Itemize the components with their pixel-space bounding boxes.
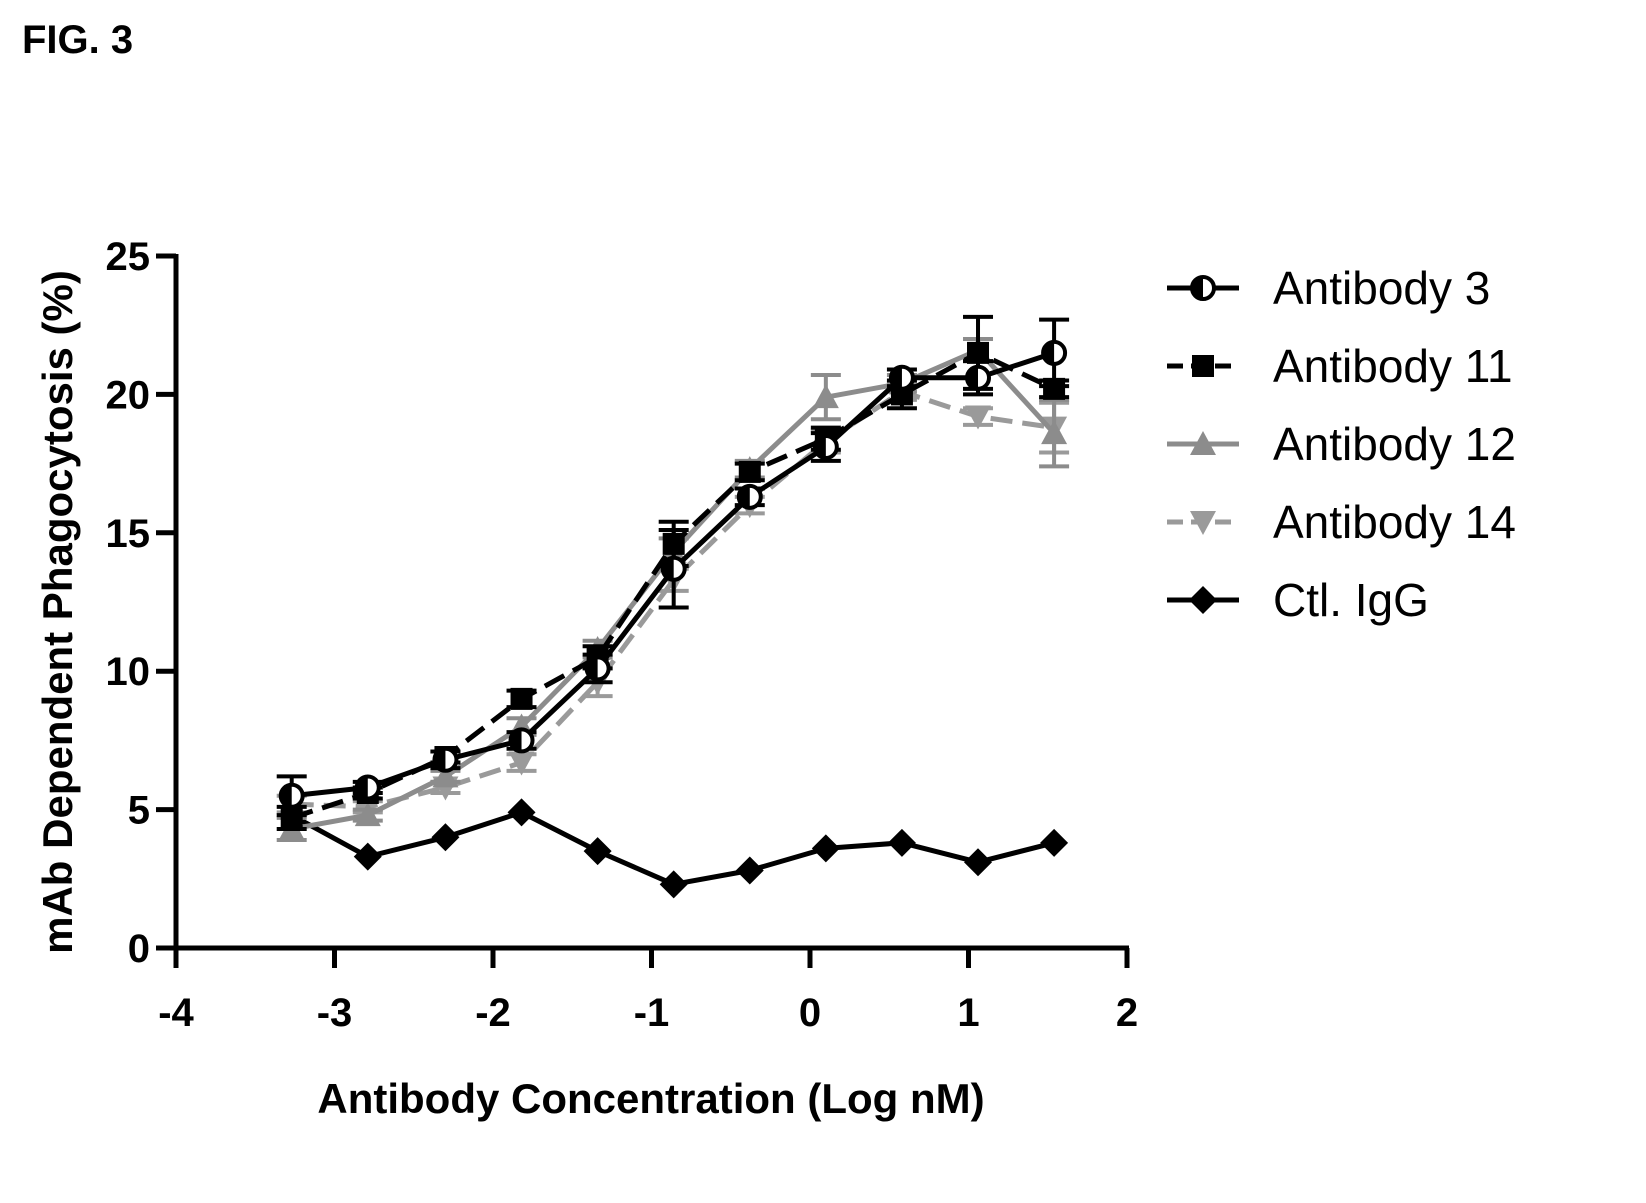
- data-point: [811, 834, 840, 863]
- data-point: [354, 802, 381, 827]
- series-antibody-3: [276, 317, 1070, 818]
- marker-half-fill: [738, 485, 750, 508]
- legend-label: Antibody 3: [1273, 262, 1490, 314]
- data-point: [964, 848, 993, 877]
- marker-half-fill: [1192, 277, 1203, 299]
- x-tick-label: -3: [317, 991, 353, 1035]
- legend-label: Antibody 12: [1273, 418, 1516, 470]
- plot-area: [276, 314, 1070, 899]
- legend-marker: [1190, 431, 1216, 455]
- data-point: [738, 460, 761, 483]
- marker-half-fill: [1043, 341, 1055, 364]
- legend-item: Ctl. IgG: [1167, 574, 1429, 626]
- data-point: [888, 364, 915, 391]
- data-point: [508, 727, 535, 754]
- x-tick-label: 2: [1116, 991, 1138, 1035]
- data-point: [735, 856, 764, 885]
- data-point: [887, 828, 916, 857]
- legend-item: Antibody 14: [1167, 496, 1516, 548]
- marker-half-fill: [280, 784, 292, 807]
- legend-marker: [1190, 275, 1216, 301]
- y-tick-label: 20: [106, 373, 151, 417]
- data-point: [507, 798, 536, 827]
- marker-half-fill: [586, 657, 598, 680]
- legend-item: Antibody 12: [1167, 418, 1516, 470]
- x-tick-label: -1: [634, 991, 670, 1035]
- x-tick-label: 0: [799, 991, 821, 1035]
- data-point: [1041, 420, 1068, 445]
- x-tick-label: -4: [158, 991, 194, 1035]
- legend-label: Antibody 11: [1273, 340, 1513, 392]
- series-ctl-igg: [277, 798, 1069, 899]
- data-point: [584, 655, 611, 682]
- x-tick-label: 1: [957, 991, 979, 1035]
- data-point: [1043, 377, 1066, 400]
- marker-half-fill: [434, 748, 446, 771]
- data-point: [660, 555, 687, 582]
- legend-label: Ctl. IgG: [1273, 574, 1429, 626]
- chart-axes: 0 5 10 15 20 25 -4 -3 -2 -1 0 1 2: [106, 235, 1139, 1035]
- data-point: [354, 774, 381, 801]
- series-line: [291, 389, 1055, 810]
- figure-label: FIG. 3: [22, 18, 134, 62]
- marker-half-fill: [890, 366, 902, 389]
- legend-marker: [1192, 355, 1214, 377]
- marker-half-fill: [662, 557, 674, 580]
- data-point: [1041, 339, 1068, 366]
- marker-half-fill: [814, 435, 826, 458]
- data-point: [812, 384, 839, 409]
- data-point: [278, 782, 305, 809]
- y-tick-label: 0: [128, 927, 150, 971]
- legend-item: Antibody 11: [1167, 340, 1513, 392]
- data-point: [583, 837, 612, 866]
- data-point: [353, 842, 382, 871]
- legend-item: Antibody 3: [1167, 262, 1490, 314]
- legend-marker: [1190, 511, 1216, 535]
- data-point: [1040, 828, 1069, 857]
- data-point: [431, 823, 460, 852]
- legend-marker: [1189, 586, 1217, 614]
- data-point: [736, 483, 763, 510]
- x-tick-label: -2: [475, 991, 511, 1035]
- data-point: [280, 806, 303, 829]
- data-point: [508, 751, 535, 776]
- data-point: [965, 364, 992, 391]
- data-point: [812, 433, 839, 460]
- marker-half-fill: [967, 366, 979, 389]
- x-axis-title: Antibody Concentration (Log nM): [317, 1075, 984, 1122]
- data-point: [432, 746, 459, 773]
- marker-half-fill: [510, 729, 522, 752]
- legend: Antibody 3 Antibody 11 Antibody 12 Antibody…: [1167, 262, 1516, 626]
- data-point: [432, 763, 459, 788]
- data-point: [659, 870, 688, 899]
- data-point: [965, 405, 992, 430]
- legend-label: Antibody 14: [1273, 496, 1516, 548]
- y-tick-label: 15: [106, 512, 151, 556]
- data-point: [510, 687, 533, 710]
- y-axis-title: mAb Dependent Phagocytosis (%): [34, 270, 81, 954]
- y-tick-label: 5: [128, 789, 150, 833]
- marker-half-fill: [356, 776, 368, 799]
- data-point: [967, 341, 990, 364]
- y-tick-label: 10: [106, 650, 151, 694]
- y-tick-label: 25: [106, 235, 151, 279]
